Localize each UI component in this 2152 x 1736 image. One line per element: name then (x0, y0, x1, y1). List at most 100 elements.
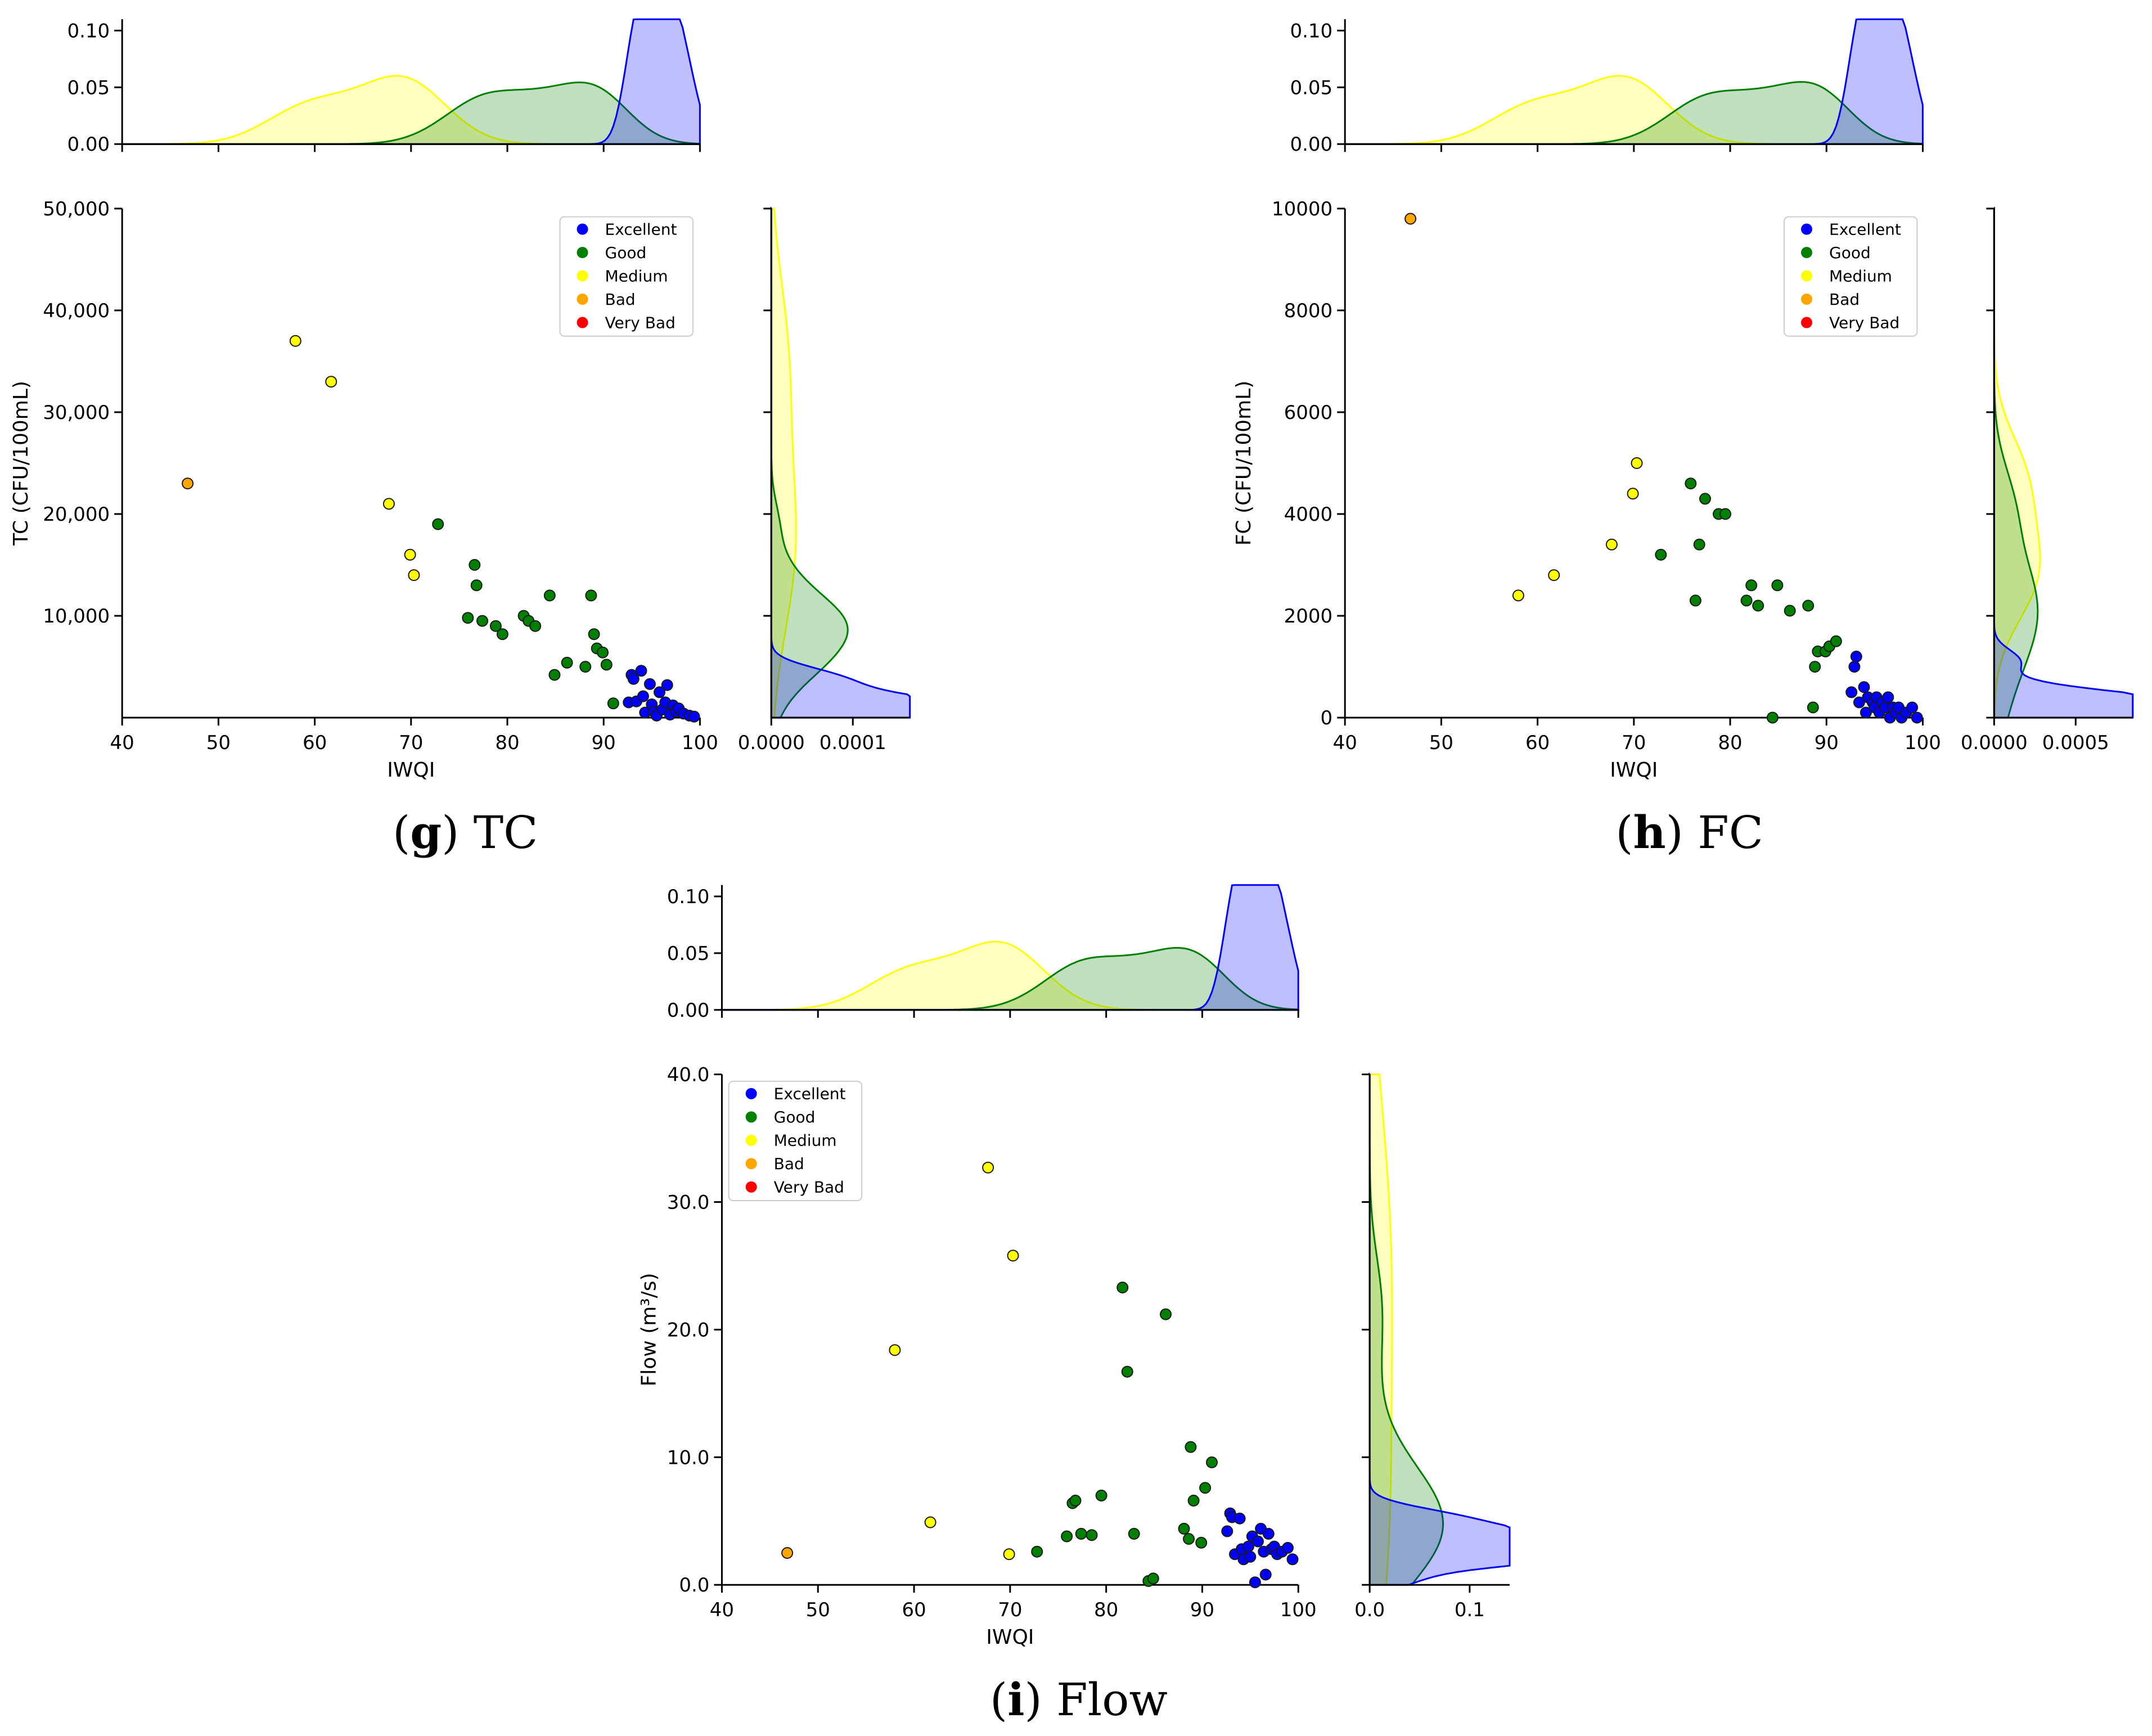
point-good (1195, 1536, 1208, 1549)
point-good (1031, 1545, 1043, 1558)
right-density-h: 0.0000 0.0005 (1961, 206, 2134, 754)
legend-marker-excellent (745, 1088, 757, 1099)
caption-i: (i) Flow (990, 1673, 1168, 1726)
panel-g: 0.00 0.05 0.10 0.0000 0.0001 40 50 60 70 80 90 100 1… (10, 18, 911, 859)
top-y-tick-label-i: 0.00 (667, 999, 710, 1022)
top-y-tick-label-h: 0.05 (1290, 76, 1332, 99)
y-tick-label-i: 40.0 (667, 1064, 710, 1086)
top-y-tick-label-i: 0.10 (667, 886, 710, 908)
legend-h: Excellent Good Medium Bad Very Bad (1784, 216, 1918, 337)
y-tick-label-i: 20.0 (667, 1319, 710, 1341)
right-x-tick-label-h: 0.0005 (2042, 732, 2109, 754)
point-good (1075, 1527, 1087, 1540)
point-medium (1605, 538, 1618, 551)
point-excellent (1242, 1540, 1254, 1553)
legend-marker-bad (745, 1158, 757, 1170)
legend-marker-bad (1801, 294, 1812, 305)
legend-marker-very-bad (745, 1181, 757, 1193)
point-good (1830, 635, 1842, 647)
legend-marker-very-bad (1801, 317, 1812, 328)
scatter-plot-h: 40 50 60 70 80 90 100 0 2000 4000 6000 8000 10000 IWQ… (1232, 198, 1941, 782)
x-tick-label-h: 70 (1622, 732, 1646, 754)
point-bad (182, 477, 194, 490)
y-tick-label-h: 2000 (1284, 605, 1333, 628)
caption-text-g: TC (474, 806, 538, 859)
point-good (585, 589, 597, 602)
y-axis-label-i: Flow (m³/s) (637, 1273, 660, 1386)
point-excellent (1262, 1527, 1275, 1540)
point-medium (1512, 589, 1524, 602)
legend-marker-good (745, 1111, 757, 1123)
point-good (1699, 493, 1711, 505)
right-x-tick-label-h: 0.0000 (1961, 732, 2028, 754)
legend-label-bad: Bad (605, 290, 636, 309)
point-excellent (1286, 1553, 1299, 1566)
point-good (489, 620, 502, 632)
panel-i: 0.00 0.05 0.10 0.0 0.1 40 50 60 70 80 90 100 0.0 10.0… (637, 884, 1511, 1726)
point-good (597, 646, 609, 659)
point-good (1185, 1441, 1197, 1453)
point-good (496, 628, 508, 641)
right-density-i: 0.0 0.1 (1354, 1072, 1511, 1621)
point-good (579, 661, 592, 673)
x-tick-label-i: 50 (806, 1599, 830, 1621)
point-good (1802, 599, 1815, 612)
point-good (1784, 605, 1796, 617)
right-x-tick-label-i: 0.1 (1455, 1599, 1485, 1621)
y-tick-label-g: 30,000 (43, 402, 110, 424)
legend-label-medium: Medium (774, 1131, 837, 1150)
x-tick-label-i: 40 (710, 1599, 734, 1621)
top-y-tick-label-h: 0.00 (1290, 133, 1332, 156)
legend-box-h (1784, 216, 1918, 337)
caption-h: (h) FC (1615, 806, 1763, 859)
point-excellent (1882, 691, 1894, 704)
point-medium (289, 335, 301, 347)
point-excellent (1911, 711, 1923, 724)
y-tick-label-h: 6000 (1284, 402, 1333, 424)
point-excellent (661, 679, 673, 691)
caption-letter-i: i (1007, 1673, 1024, 1726)
point-medium (325, 376, 337, 388)
point-excellent (654, 686, 665, 698)
point-good (1199, 1482, 1212, 1494)
legend-label-good: Good (605, 244, 647, 262)
point-good (470, 579, 483, 592)
point-excellent (688, 710, 700, 723)
y-tick-label-g: 50,000 (43, 198, 110, 220)
point-excellent (1858, 681, 1870, 693)
right-density-medium-g (770, 208, 797, 719)
point-good (1689, 594, 1701, 607)
x-tick-label-g: 100 (682, 732, 718, 754)
point-good (1809, 661, 1821, 673)
legend-g: Excellent Good Medium Bad Very Bad (559, 216, 694, 337)
legend-label-medium: Medium (1829, 267, 1892, 286)
point-good (1766, 711, 1779, 724)
legend-marker-excellent (577, 223, 588, 235)
point-good (1206, 1456, 1218, 1468)
point-good (543, 589, 556, 602)
y-tick-label-h: 4000 (1284, 503, 1333, 526)
y-tick-label-g: 10,000 (43, 605, 110, 628)
point-excellent (627, 673, 640, 685)
point-good (1095, 1489, 1107, 1501)
point-excellent (635, 665, 647, 677)
point-good (1719, 508, 1731, 520)
point-excellent (637, 690, 649, 702)
legend-label-very-bad: Very Bad (1829, 314, 1899, 332)
point-good (469, 559, 481, 571)
top-density-i: 0.00 0.05 0.10 (667, 884, 1300, 1022)
x-tick-label-g: 70 (399, 732, 423, 754)
top-y-tick-label-h: 0.10 (1290, 20, 1332, 42)
y-tick-label-i: 0.0 (679, 1574, 709, 1597)
point-excellent (643, 678, 656, 690)
y-tick-label-g: 20,000 (43, 503, 110, 526)
point-excellent (1252, 1535, 1264, 1548)
y-axis-label-h: FC (CFU/100mL) (1232, 381, 1255, 546)
x-tick-label-h: 80 (1718, 732, 1742, 754)
point-medium (924, 1516, 937, 1528)
point-good (1178, 1522, 1190, 1535)
point-good (1685, 477, 1697, 490)
point-bad (781, 1547, 794, 1559)
top-y-tick-label-i: 0.05 (667, 943, 710, 965)
